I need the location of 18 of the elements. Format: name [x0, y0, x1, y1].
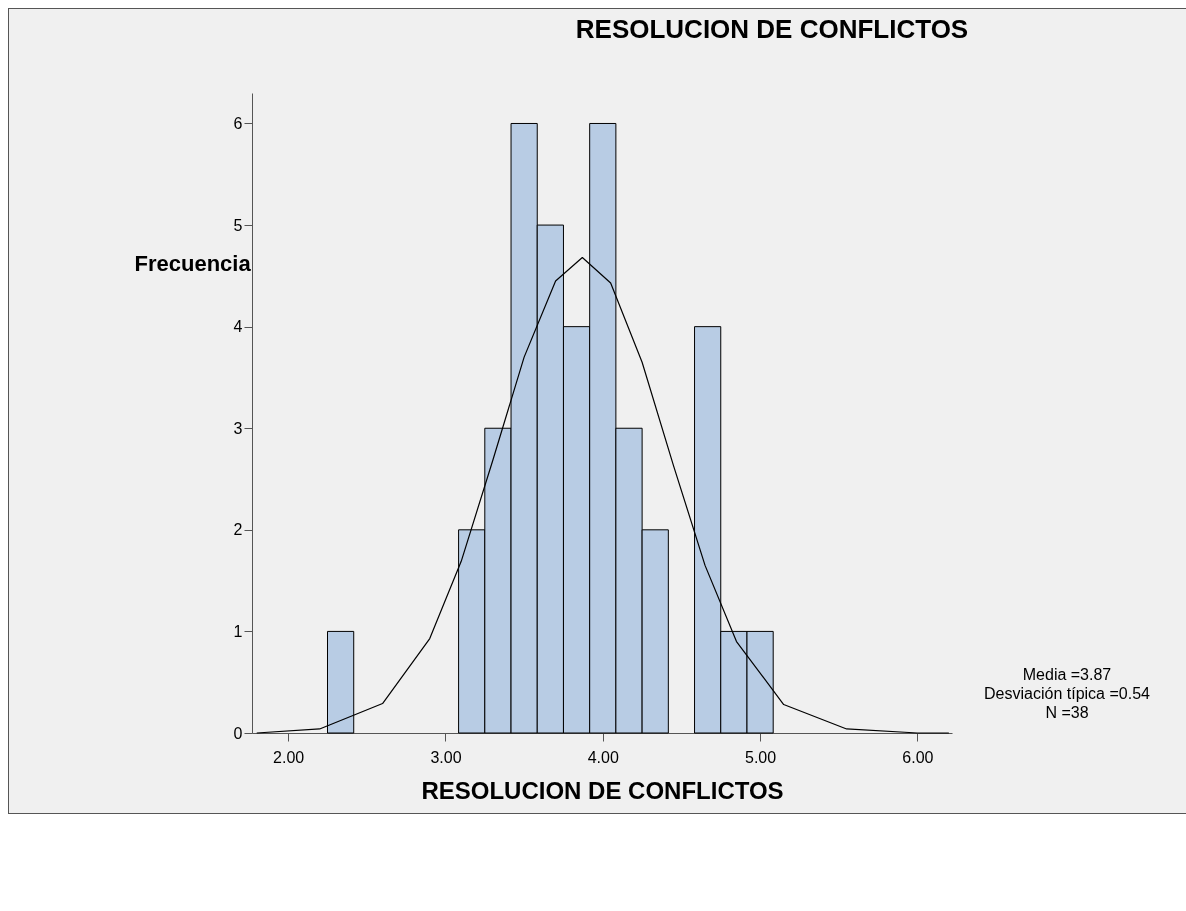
x-tick-label: 3.00: [430, 748, 462, 766]
x-tick-label: 5.00: [745, 748, 777, 766]
chart-title: RESOLUCION DE CONFLICTOS: [575, 14, 969, 44]
y-tick-label: 1: [233, 622, 243, 640]
y-axis-title: Frecuencia: [134, 250, 252, 276]
x-tick-label: 4.00: [587, 748, 619, 766]
x-tick-label: 6.00: [902, 748, 934, 766]
text: Media =3.87: [1022, 666, 1112, 683]
y-tick-label: 5: [233, 216, 243, 234]
y-tick-label: 2: [233, 521, 243, 539]
y-tick-label: 4: [233, 318, 243, 336]
x-tick-label: 2.00: [273, 748, 305, 766]
y-tick-label: 6: [233, 114, 243, 132]
text: Desviación típica =0.54: [984, 685, 1151, 702]
y-tick-label: 3: [233, 419, 243, 437]
text: N =38: [1045, 704, 1089, 721]
y-tick-label: 0: [233, 724, 243, 742]
x-axis-title: RESOLUCION DE CONFLICTOS: [421, 776, 784, 804]
